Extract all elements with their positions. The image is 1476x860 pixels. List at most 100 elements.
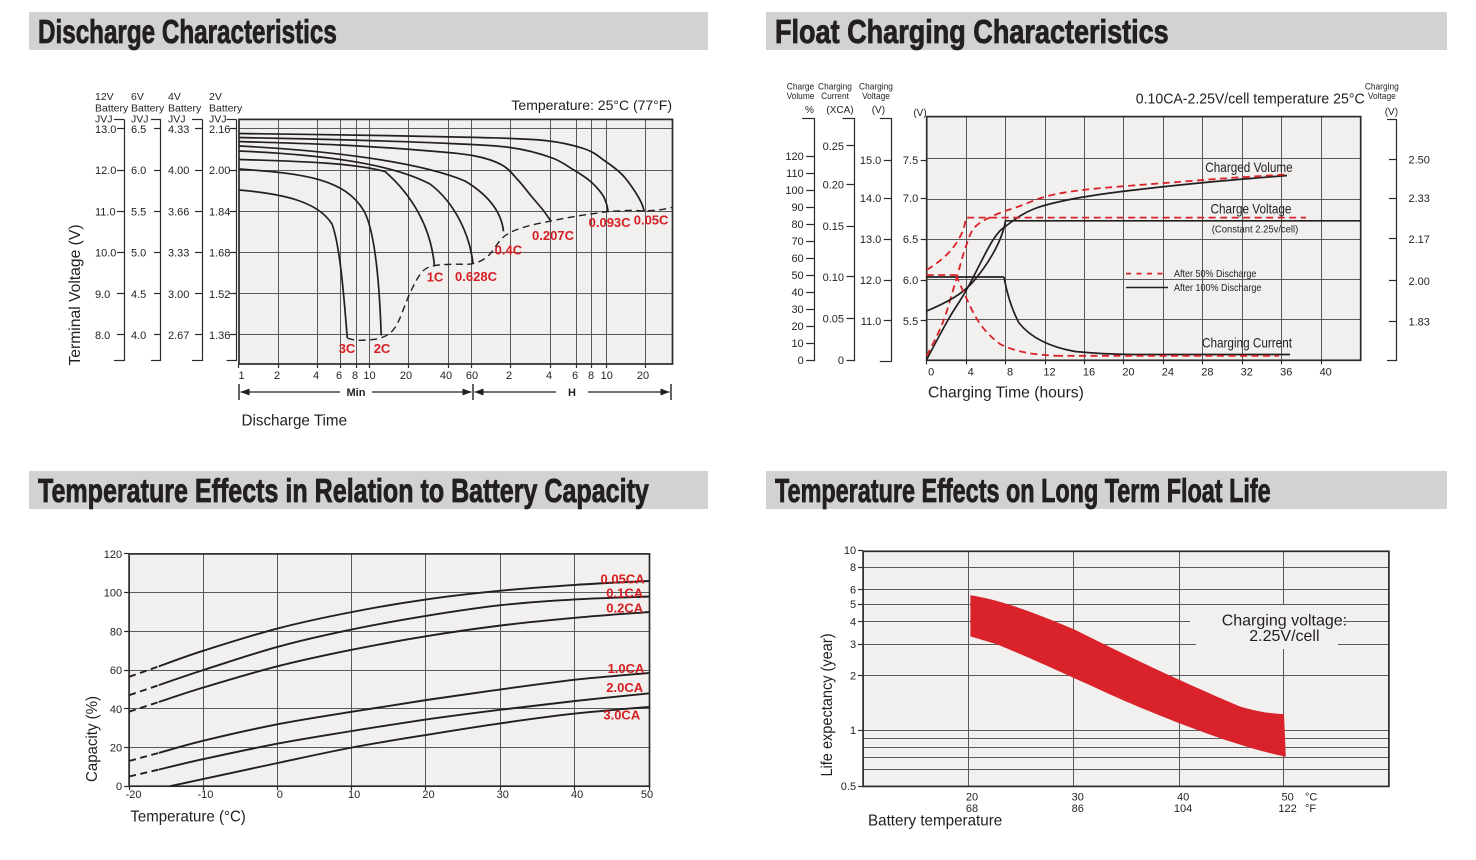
svg-text:70: 70: [791, 236, 803, 248]
svg-text:20: 20: [1122, 367, 1134, 379]
svg-text:2: 2: [850, 671, 856, 683]
svg-text:60: 60: [466, 370, 478, 382]
svg-text:%: %: [805, 105, 814, 116]
svg-text:80: 80: [110, 626, 122, 638]
svg-text:50: 50: [641, 789, 653, 801]
svg-text:Temperature: 25°C (77°F): Temperature: 25°C (77°F): [511, 97, 672, 113]
svg-text:104: 104: [1174, 803, 1192, 815]
svg-text:40: 40: [1320, 367, 1332, 379]
svg-text:0.20: 0.20: [823, 180, 844, 192]
svg-text:20: 20: [966, 792, 978, 804]
svg-text:-20: -20: [126, 789, 142, 801]
svg-text:Life expectancy (year): Life expectancy (year): [818, 633, 836, 776]
svg-text:100: 100: [785, 185, 803, 197]
svg-text:1.83: 1.83: [1409, 316, 1430, 328]
svg-text:20: 20: [422, 789, 434, 801]
svg-text:Voltage: Voltage: [862, 90, 890, 101]
svg-text:0.05CA: 0.05CA: [601, 572, 646, 587]
svg-text:2.67: 2.67: [168, 330, 189, 342]
svg-text:40: 40: [1177, 792, 1189, 804]
svg-text:JVJ: JVJ: [209, 114, 227, 126]
svg-text:0.628C: 0.628C: [455, 269, 498, 284]
svg-text:°F: °F: [1305, 803, 1316, 815]
svg-text:(V): (V): [872, 105, 885, 116]
svg-text:Float Charging Characteristics: Float Charging Characteristics: [775, 15, 1169, 51]
svg-text:Current: Current: [821, 90, 849, 101]
svg-text:H: H: [568, 387, 576, 399]
svg-text:1: 1: [238, 370, 244, 382]
svg-text:2.00: 2.00: [209, 165, 230, 177]
svg-text:11.0: 11.0: [95, 206, 116, 218]
svg-text:0.5: 0.5: [841, 781, 856, 793]
svg-text:(Constant 2.25v/cell): (Constant 2.25v/cell): [1212, 224, 1299, 236]
svg-text:JVJ: JVJ: [131, 114, 149, 126]
svg-text:0.4C: 0.4C: [495, 243, 523, 258]
svg-text:6: 6: [572, 370, 578, 382]
svg-text:120: 120: [104, 549, 122, 561]
svg-text:24: 24: [1162, 367, 1174, 379]
svg-text:7.5: 7.5: [903, 155, 918, 167]
svg-text:1.0CA: 1.0CA: [608, 661, 645, 676]
svg-text:4.5: 4.5: [131, 289, 146, 301]
svg-text:Temperature Effects on Long Te: Temperature Effects on Long Term Float L…: [775, 473, 1271, 510]
svg-text:6V: 6V: [131, 91, 144, 103]
svg-text:2: 2: [506, 370, 512, 382]
svg-text:4.33: 4.33: [168, 124, 189, 136]
svg-text:2.33: 2.33: [1409, 193, 1430, 205]
svg-text:5: 5: [850, 599, 856, 611]
svg-text:30: 30: [791, 304, 803, 316]
svg-text:8: 8: [588, 370, 594, 382]
svg-text:8: 8: [352, 370, 358, 382]
svg-text:8: 8: [1007, 367, 1013, 379]
svg-text:68: 68: [966, 803, 978, 815]
svg-text:3.00: 3.00: [168, 289, 189, 301]
svg-text:Min: Min: [347, 387, 366, 399]
svg-text:9.0: 9.0: [95, 289, 110, 301]
svg-text:60: 60: [791, 253, 803, 265]
svg-text:Battery temperature: Battery temperature: [868, 812, 1002, 829]
svg-text:0: 0: [116, 781, 122, 793]
svg-text:32: 32: [1241, 367, 1253, 379]
svg-text:8.0: 8.0: [95, 330, 110, 342]
svg-text:2.17: 2.17: [1409, 234, 1430, 246]
svg-text:86: 86: [1072, 803, 1084, 815]
svg-text:1: 1: [850, 725, 856, 737]
svg-text:50: 50: [791, 270, 803, 282]
svg-text:12: 12: [1043, 367, 1055, 379]
svg-text:28: 28: [1201, 367, 1213, 379]
svg-text:Volume: Volume: [787, 90, 815, 101]
svg-text:After 100% Discharge: After 100% Discharge: [1174, 283, 1261, 295]
svg-text:2V: 2V: [209, 91, 222, 103]
svg-text:20: 20: [791, 321, 803, 333]
svg-text:6.5: 6.5: [903, 234, 918, 246]
svg-text:11.0: 11.0: [861, 316, 882, 328]
svg-text:Voltage: Voltage: [1368, 90, 1396, 101]
svg-text:90: 90: [791, 202, 803, 214]
svg-text:Charged Volume: Charged Volume: [1205, 160, 1292, 175]
svg-text:10: 10: [601, 370, 613, 382]
svg-text:4: 4: [313, 370, 319, 382]
svg-text:10: 10: [844, 545, 856, 557]
svg-text:16: 16: [1083, 367, 1095, 379]
svg-text:Charging: Charging: [1365, 81, 1399, 92]
svg-text:12.0: 12.0: [95, 165, 116, 177]
svg-text:Charging Current: Charging Current: [1202, 336, 1292, 351]
svg-text:122: 122: [1278, 803, 1296, 815]
svg-text:(XCA): (XCA): [826, 105, 853, 116]
svg-text:2.50: 2.50: [1409, 155, 1430, 167]
svg-text:JVJ: JVJ: [168, 114, 186, 126]
svg-text:10.0: 10.0: [95, 248, 116, 260]
svg-text:0: 0: [798, 355, 804, 367]
svg-text:40: 40: [571, 789, 583, 801]
svg-text:0.05: 0.05: [823, 314, 844, 326]
svg-text:3.66: 3.66: [168, 206, 189, 218]
svg-text:(V): (V): [913, 108, 926, 119]
svg-text:8: 8: [850, 562, 856, 574]
svg-text:10: 10: [791, 338, 803, 350]
svg-text:36: 36: [1280, 367, 1292, 379]
svg-text:2: 2: [274, 370, 280, 382]
svg-text:Capacity (%): Capacity (%): [84, 696, 102, 782]
svg-text:0.25: 0.25: [823, 141, 844, 153]
svg-text:1.84: 1.84: [209, 206, 230, 218]
svg-text:10: 10: [348, 789, 360, 801]
